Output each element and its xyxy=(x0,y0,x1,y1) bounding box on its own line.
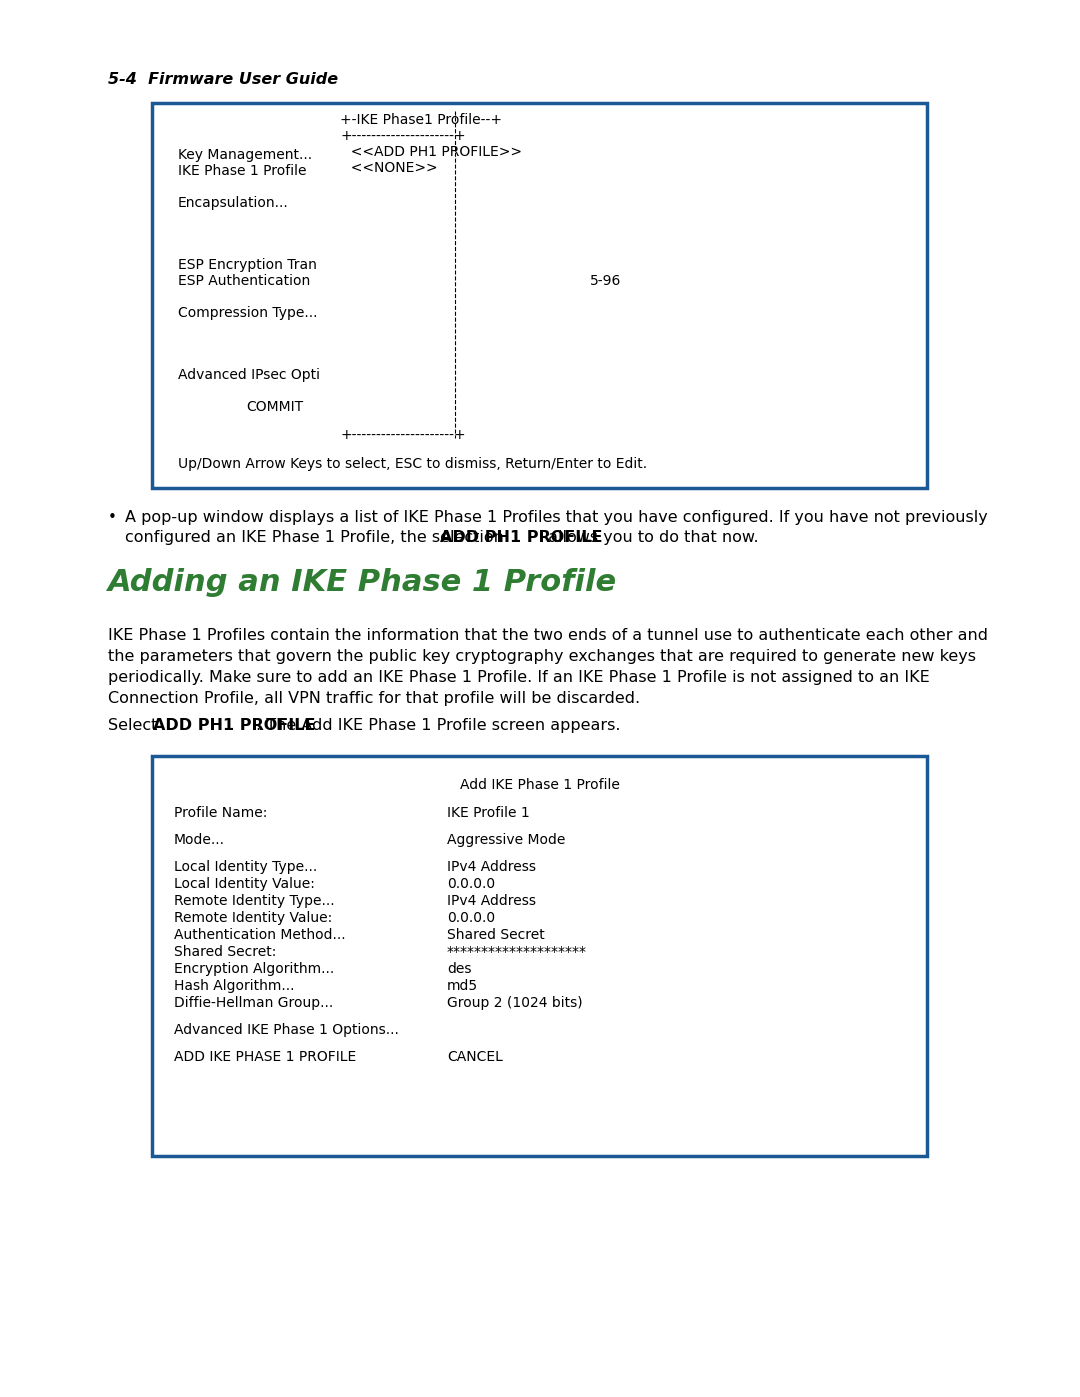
Text: the parameters that govern the public key cryptography exchanges that are requir: the parameters that govern the public ke… xyxy=(108,650,976,664)
Text: Key Management...: Key Management... xyxy=(178,148,312,162)
Text: IPv4 Address: IPv4 Address xyxy=(447,861,536,875)
Text: Diffie-Hellman Group...: Diffie-Hellman Group... xyxy=(174,996,334,1010)
Text: •: • xyxy=(108,510,117,525)
Text: Profile Name:: Profile Name: xyxy=(174,806,268,820)
Text: Mode...: Mode... xyxy=(174,833,225,847)
Text: Encryption Algorithm...: Encryption Algorithm... xyxy=(174,963,334,977)
Text: 0.0.0.0: 0.0.0.0 xyxy=(447,877,495,891)
Text: Group 2 (1024 bits): Group 2 (1024 bits) xyxy=(447,996,582,1010)
Text: Add IKE Phase 1 Profile: Add IKE Phase 1 Profile xyxy=(460,778,620,792)
Text: IKE Phase 1 Profile: IKE Phase 1 Profile xyxy=(178,163,307,177)
Text: Encapsulation...: Encapsulation... xyxy=(178,196,288,210)
Text: ESP Authentication: ESP Authentication xyxy=(178,274,310,288)
Text: Hash Algorithm...: Hash Algorithm... xyxy=(174,979,295,993)
Text: Local Identity Type...: Local Identity Type... xyxy=(174,861,318,875)
Text: Connection Profile, all VPN traffic for that profile will be discarded.: Connection Profile, all VPN traffic for … xyxy=(108,692,640,705)
Text: ADD PH1 PROFILE: ADD PH1 PROFILE xyxy=(440,529,602,545)
Text: Up/Down Arrow Keys to select, ESC to dismiss, Return/Enter to Edit.: Up/Down Arrow Keys to select, ESC to dis… xyxy=(178,457,647,471)
Text: 5-4  Firmware User Guide: 5-4 Firmware User Guide xyxy=(108,73,338,87)
Text: ADD PH1 PROFILE: ADD PH1 PROFILE xyxy=(153,718,315,733)
Text: CANCEL: CANCEL xyxy=(447,1051,503,1065)
Text: Shared Secret:: Shared Secret: xyxy=(174,944,276,958)
Text: 5-96: 5-96 xyxy=(590,274,621,288)
Text: Shared Secret: Shared Secret xyxy=(447,928,544,942)
Text: <<ADD PH1 PROFILE>>: <<ADD PH1 PROFILE>> xyxy=(342,145,522,159)
Text: ********************: ******************** xyxy=(447,944,588,958)
Text: <<NONE>>: <<NONE>> xyxy=(342,161,437,175)
Text: IKE Phase 1 Profiles contain the information that the two ends of a tunnel use t: IKE Phase 1 Profiles contain the informa… xyxy=(108,629,988,643)
Text: Advanced IPsec Opti: Advanced IPsec Opti xyxy=(178,367,320,381)
Text: Remote Identity Type...: Remote Identity Type... xyxy=(174,894,335,908)
Text: Advanced IKE Phase 1 Options...: Advanced IKE Phase 1 Options... xyxy=(174,1023,399,1037)
Text: Local Identity Value:: Local Identity Value: xyxy=(174,877,315,891)
Text: des: des xyxy=(447,963,472,977)
Text: +-IKE Phase1 Profile--+: +-IKE Phase1 Profile--+ xyxy=(340,113,502,127)
FancyBboxPatch shape xyxy=(152,756,927,1155)
Text: ADD IKE PHASE 1 PROFILE: ADD IKE PHASE 1 PROFILE xyxy=(174,1051,356,1065)
Text: allows you to do that now.: allows you to do that now. xyxy=(542,529,758,545)
Text: Remote Identity Value:: Remote Identity Value: xyxy=(174,911,333,925)
Text: 0.0.0.0: 0.0.0.0 xyxy=(447,911,495,925)
Text: periodically. Make sure to add an IKE Phase 1 Profile. If an IKE Phase 1 Profile: periodically. Make sure to add an IKE Ph… xyxy=(108,671,930,685)
Text: +---------------------+: +---------------------+ xyxy=(340,129,465,142)
FancyBboxPatch shape xyxy=(152,103,927,488)
Text: Compression Type...: Compression Type... xyxy=(178,306,318,320)
Text: Authentication Method...: Authentication Method... xyxy=(174,928,346,942)
Text: Aggressive Mode: Aggressive Mode xyxy=(447,833,565,847)
Text: . The Add IKE Phase 1 Profile screen appears.: . The Add IKE Phase 1 Profile screen app… xyxy=(256,718,621,733)
Text: Select: Select xyxy=(108,718,162,733)
Text: COMMIT: COMMIT xyxy=(246,400,303,414)
Text: Adding an IKE Phase 1 Profile: Adding an IKE Phase 1 Profile xyxy=(108,569,617,597)
Text: A pop-up window displays a list of IKE Phase 1 Profiles that you have configured: A pop-up window displays a list of IKE P… xyxy=(125,510,988,525)
Text: md5: md5 xyxy=(447,979,478,993)
Text: configured an IKE Phase 1 Profile, the selection: configured an IKE Phase 1 Profile, the s… xyxy=(125,529,509,545)
Text: ESP Encryption Tran: ESP Encryption Tran xyxy=(178,258,316,272)
Text: IPv4 Address: IPv4 Address xyxy=(447,894,536,908)
Text: IKE Profile 1: IKE Profile 1 xyxy=(447,806,530,820)
Text: +---------------------+: +---------------------+ xyxy=(340,427,465,441)
